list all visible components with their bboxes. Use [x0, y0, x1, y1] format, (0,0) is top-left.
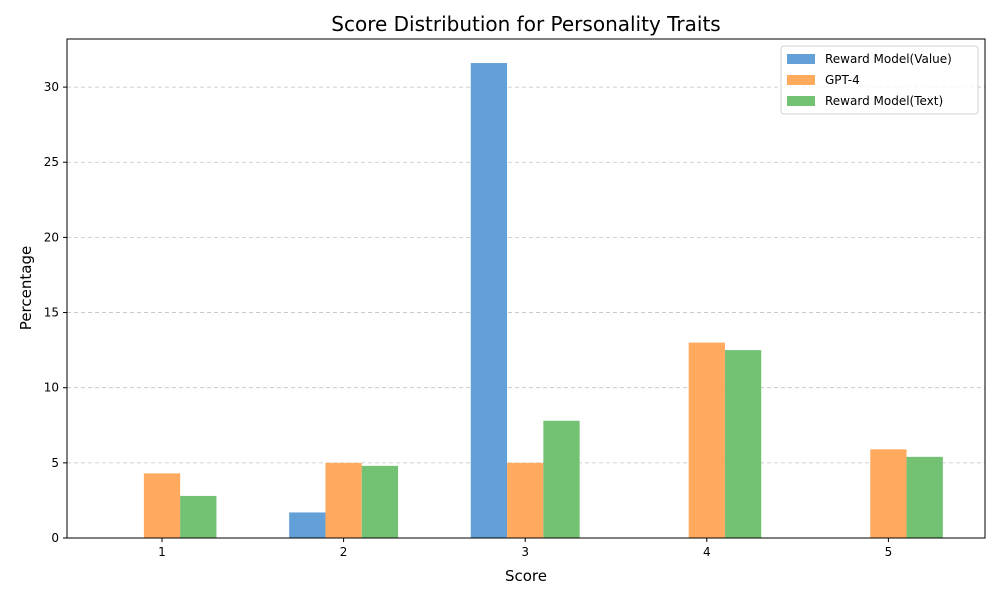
legend-label: Reward Model(Value) — [825, 52, 952, 66]
y-tick-label: 0 — [51, 531, 59, 545]
bar-gpt-4-4 — [688, 342, 725, 538]
y-tick-label: 5 — [51, 456, 59, 470]
ticks: 0 5 10 15 20 25 30 1 2 3 4 5 — [44, 80, 893, 559]
bar-gpt-4-5 — [870, 449, 907, 538]
plot-frame — [66, 38, 986, 539]
bars — [143, 63, 943, 539]
bar-gpt-4-1 — [143, 473, 181, 538]
gridlines — [67, 86, 985, 464]
y-tick-label: 30 — [44, 80, 59, 94]
x-tick-label: 2 — [340, 545, 348, 559]
x-tick-label: 4 — [703, 545, 711, 559]
y-axis-label: Percentage — [17, 246, 35, 330]
bar-reward-model-text-5 — [906, 456, 943, 538]
bar-reward-model-text-2 — [361, 465, 399, 538]
legend-label: Reward Model(Text) — [825, 94, 943, 108]
bar-reward-model-value-2 — [289, 512, 326, 538]
axes — [66, 38, 986, 539]
bar-reward-model-text-3 — [543, 420, 580, 538]
x-tick-label: 3 — [521, 545, 529, 559]
legend-frame — [780, 45, 979, 115]
legend-swatch — [787, 54, 815, 64]
y-tick-label: 20 — [44, 230, 59, 244]
x-tick-label: 1 — [158, 545, 166, 559]
legend-swatch — [787, 75, 815, 85]
bar-gpt-4-2 — [325, 462, 362, 538]
y-tick-label: 15 — [44, 306, 59, 320]
legend-label: GPT-4 — [825, 73, 860, 87]
legend: Reward Model(Value) GPT-4 Reward Model(Tex… — [780, 45, 979, 115]
y-tick-label: 10 — [44, 381, 59, 395]
bar-reward-model-text-1 — [180, 495, 217, 538]
x-axis-label: Score — [505, 567, 547, 585]
bar-reward-model-value-3 — [470, 63, 508, 539]
bar-reward-model-text-4 — [724, 350, 762, 538]
y-tick-label: 25 — [44, 155, 59, 169]
x-tick-label: 5 — [885, 545, 893, 559]
legend-swatch — [787, 96, 815, 106]
chart-title: Score Distribution for Personality Trait… — [331, 12, 720, 36]
bar-gpt-4-3 — [507, 462, 544, 538]
